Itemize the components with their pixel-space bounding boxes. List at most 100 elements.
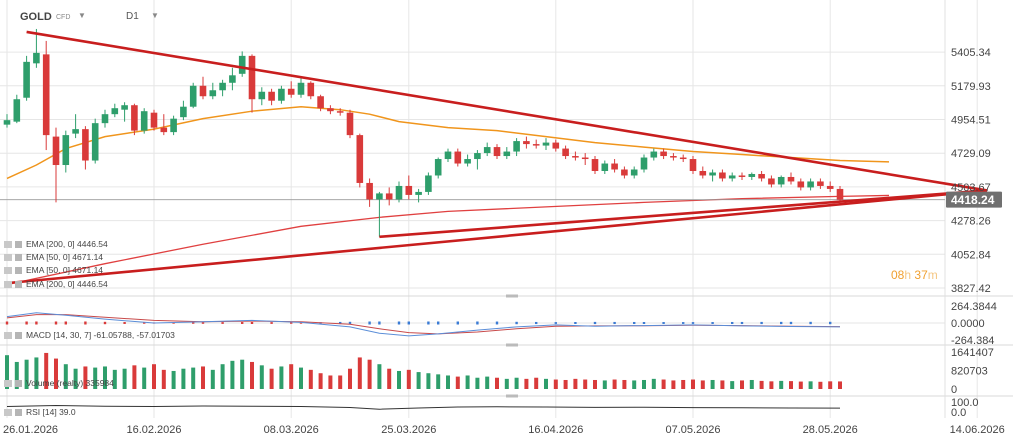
symbol-dropdown-icon[interactable]: ▼ — [78, 11, 86, 20]
visibility-icon[interactable] — [15, 379, 22, 387]
visibility-icon[interactable] — [15, 266, 22, 274]
legend-macd[interactable]: MACD [14, 30, 7] -61.05788, -57.01703 — [4, 330, 175, 340]
candle-down — [787, 176, 795, 182]
settings-icon[interactable] — [4, 331, 12, 339]
macd-histogram-bar — [241, 322, 244, 324]
price-axis-label: 4503.67 — [951, 182, 991, 194]
volume-bar — [230, 360, 235, 389]
legend-rsi[interactable]: RSI [14] 39.0 — [4, 407, 76, 417]
settings-icon[interactable] — [4, 280, 12, 288]
candle-down — [581, 157, 589, 160]
volume-bar — [553, 379, 558, 389]
settings-icon[interactable] — [4, 253, 12, 261]
volume-bar — [436, 374, 441, 389]
macd-histogram-bar — [642, 322, 646, 324]
volume-bar — [191, 367, 196, 389]
candle-down — [826, 185, 834, 189]
legend-ema50-a[interactable]: EMA [50, 0] 4671.14 — [4, 252, 103, 262]
legend-text: Volume (realty) 335984 — [26, 378, 114, 388]
macd-histogram-bar — [54, 321, 58, 325]
candle-up — [542, 142, 550, 146]
volume-bar — [661, 379, 666, 389]
settings-icon[interactable] — [4, 379, 12, 387]
legend-ema200-b[interactable]: EMA [200, 0] 4446.54 — [4, 279, 108, 289]
volume-bar — [54, 358, 58, 389]
volume-bar — [171, 370, 176, 389]
timeframe-dropdown-icon[interactable]: ▼ — [151, 11, 159, 20]
candle-up — [434, 159, 442, 176]
volume-bar — [14, 361, 19, 389]
timeframe-label[interactable]: D1 — [126, 11, 139, 22]
volume-bar — [495, 377, 499, 389]
legend-ema50-b[interactable]: EMA [50, 0] 4671.14 — [4, 265, 103, 275]
candle-down — [160, 127, 168, 133]
volume-bar — [367, 359, 372, 389]
candle-down — [366, 182, 373, 200]
candle-down — [405, 185, 413, 195]
date-axis-label: 08.03.2026 — [264, 424, 319, 436]
macd-histogram-bar — [662, 322, 665, 324]
visibility-icon[interactable] — [15, 280, 22, 288]
candle-down — [797, 181, 805, 188]
candle-up — [189, 85, 197, 107]
macd-histogram-bar — [35, 321, 38, 325]
volume-bar — [720, 380, 725, 389]
volume-bar — [563, 379, 568, 389]
visibility-icon[interactable] — [15, 331, 22, 339]
last-price-label: 4418.24 — [951, 193, 995, 207]
settings-icon[interactable] — [4, 408, 12, 416]
candle-up — [728, 175, 736, 179]
volume-bar — [779, 380, 784, 389]
candle-up — [72, 129, 79, 134]
macd-histogram-bar — [789, 321, 793, 325]
date-axis-label: 16.04.2026 — [528, 424, 583, 436]
candle-down — [454, 151, 462, 164]
legend-volume[interactable]: Volume (realty) 335984 — [4, 378, 114, 388]
volume-axis-label: 820703 — [951, 366, 988, 378]
macd-histogram-bar — [593, 321, 597, 325]
macd-histogram-bar — [103, 321, 107, 325]
candle-down — [679, 157, 687, 160]
visibility-icon[interactable] — [15, 408, 22, 416]
macd-histogram-bar — [5, 321, 9, 325]
visibility-icon[interactable] — [15, 240, 22, 248]
macd-line — [6, 312, 841, 337]
candle-up — [425, 175, 432, 192]
candle-down — [523, 141, 530, 145]
candle-up — [229, 75, 236, 83]
macd-histogram-bar — [397, 321, 401, 325]
macd-histogram-bar — [407, 321, 410, 325]
macd-histogram-bar — [495, 321, 499, 325]
candle-down — [42, 54, 50, 136]
macd-axis-label: 0.0000 — [951, 318, 985, 330]
candle-countdown: 08h 37m — [891, 268, 938, 282]
candle-down — [621, 169, 628, 176]
date-axis-label: 28.05.2026 — [803, 424, 858, 436]
legend-ema200-a[interactable]: EMA [200, 0] 4446.54 — [4, 239, 108, 249]
settings-icon[interactable] — [4, 266, 12, 274]
visibility-icon[interactable] — [15, 253, 22, 261]
macd-histogram-bar — [84, 321, 87, 325]
date-axis-label: 26.01.2026 — [3, 424, 58, 436]
date-axis-label: 16.02.2026 — [126, 424, 181, 436]
candle-down — [670, 156, 677, 158]
legend-text: RSI [14] 39.0 — [26, 407, 76, 417]
macd-histogram-bar — [368, 321, 371, 325]
price-axis-label: 5179.93 — [951, 81, 991, 93]
countdown-hours-unit: h — [904, 268, 912, 282]
candle-down — [52, 136, 60, 166]
candle-up — [219, 82, 226, 91]
volume-bar — [299, 367, 303, 389]
trendline-support — [379, 189, 988, 239]
symbol-label[interactable]: GOLD — [20, 11, 52, 23]
candle-down — [738, 175, 746, 177]
settings-icon[interactable] — [4, 240, 12, 248]
volume-bar — [152, 364, 156, 389]
volume-bar — [416, 372, 421, 389]
volume-bar — [465, 375, 470, 389]
candle-up — [180, 106, 187, 118]
candle-down — [82, 129, 89, 161]
volume-bar — [406, 369, 411, 389]
instrument-type: CFD — [56, 14, 71, 21]
